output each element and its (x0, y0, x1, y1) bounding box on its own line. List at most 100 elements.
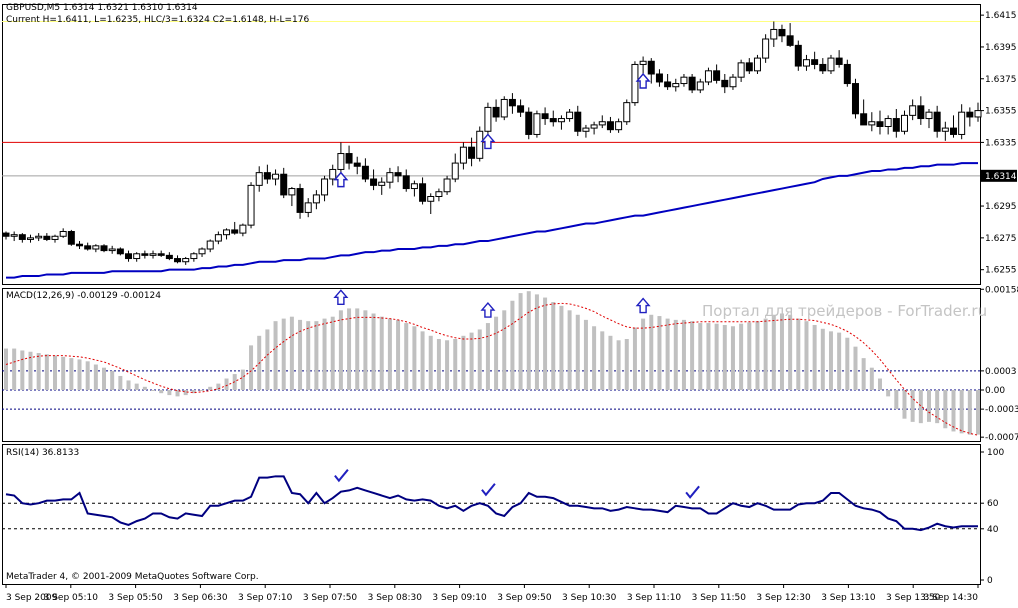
bull-candle-body (827, 57, 835, 72)
macd-label: MACD(12,26,9) -0.00129 -0.00124 (6, 291, 162, 301)
candle (100, 244, 108, 253)
candle (353, 156, 361, 175)
macd-histogram-bar (902, 390, 907, 419)
bull-candle-body (974, 110, 982, 118)
macd-histogram-bar (910, 390, 915, 422)
candle (623, 99, 631, 125)
candle (108, 245, 116, 254)
candle (860, 99, 868, 126)
buy-arrow-icon (480, 133, 496, 150)
bull-candle-body (900, 114, 908, 132)
bear-candle-body (361, 165, 369, 180)
bull-candle-body (214, 234, 222, 242)
macd-histogram-bar (755, 321, 760, 390)
rsi-label: RSI(14) 36.8133 (6, 448, 80, 458)
macd-histogram-bar (289, 316, 294, 390)
bear-candle-body (713, 70, 721, 81)
macd-histogram-bar (151, 390, 156, 391)
macd-histogram-bar (36, 353, 41, 390)
rsi-tick-label: 40 (987, 525, 999, 535)
macd-histogram-bar (338, 310, 343, 390)
macd-histogram-bar (690, 321, 695, 390)
bull-candle-body (533, 113, 541, 135)
bear-candle-body (508, 98, 516, 107)
macd-histogram-bar (812, 324, 817, 390)
macd-histogram-bar (85, 361, 90, 390)
candle (468, 137, 476, 167)
bull-candle-body (590, 124, 598, 129)
candle (288, 186, 296, 207)
candle (655, 69, 663, 87)
macd-histogram-bar (935, 390, 940, 424)
bull-candle-body (304, 202, 312, 213)
candle (966, 107, 974, 127)
bear-candle-body (370, 178, 378, 186)
bull-candle-body (639, 60, 647, 65)
price-tick-label: 1.6255 (985, 266, 1017, 276)
candle (231, 221, 239, 235)
macd-histogram-bar (739, 323, 744, 390)
macd-histogram-bar (518, 293, 523, 390)
symbol-info: GBPUSD,M5 1.6314 1.6321 1.6310 1.6314 (6, 3, 198, 13)
bear-candle-body (647, 60, 655, 75)
macd-histogram-bar (706, 323, 711, 390)
candle (92, 244, 100, 253)
bull-candle-body (753, 57, 761, 72)
price-tick-label: 1.6355 (985, 107, 1017, 117)
candle (263, 164, 271, 184)
bear-candle-body (345, 153, 353, 164)
buy-arrow-icon (333, 171, 349, 188)
macd-histogram-bar (641, 318, 646, 390)
macd-histogram-bar (730, 326, 735, 390)
bull-candle-body (223, 229, 231, 236)
bull-candle-body (451, 162, 459, 180)
macd-histogram-bar (28, 351, 33, 390)
bull-candle-body (443, 178, 451, 193)
macd-histogram-bar (69, 358, 74, 390)
bull-candle-body (557, 118, 565, 123)
macd-tick-label: 0.0003 (985, 367, 1017, 377)
macd-histogram-bar (551, 302, 556, 390)
candle (476, 126, 484, 162)
candle (851, 78, 859, 119)
bull-candle-body (10, 234, 18, 237)
macd-histogram-bar (191, 390, 196, 394)
bull-candle-body (704, 70, 712, 83)
current-price-label: 1.6314 (985, 172, 1017, 182)
macd-histogram-bar (510, 300, 515, 390)
macd-histogram-bar (387, 318, 392, 390)
macd-arrow-icon (333, 289, 349, 306)
bear-candle-body (851, 83, 859, 115)
candle (443, 175, 451, 195)
macd-histogram-bar (200, 390, 205, 391)
bull-candle-body (247, 184, 255, 226)
rsi-tick-label: 60 (987, 499, 999, 509)
candle (770, 21, 778, 47)
bull-candle-body (958, 111, 966, 135)
macd-histogram-bar (600, 331, 605, 390)
bear-candle-body (745, 62, 753, 72)
macd-histogram-bar (4, 348, 8, 390)
check-mark-icon (334, 469, 349, 483)
macd-tick-label: -0.00074 (985, 433, 1018, 443)
time-tick-label: 3 Sep 06:30 (173, 593, 228, 603)
macd-histogram-bar (126, 380, 131, 390)
candle (745, 58, 753, 74)
bear-candle-body (843, 63, 851, 85)
candle (272, 169, 280, 186)
bear-candle-body (100, 245, 108, 252)
macd-histogram-bar (53, 355, 58, 390)
bull-candle-body (239, 224, 247, 234)
candle (2, 231, 10, 240)
moving-average-line (6, 162, 978, 279)
macd-histogram-bar (567, 310, 572, 390)
macd-histogram-bar (894, 390, 899, 410)
candle (378, 177, 386, 195)
bear-candle-body (794, 44, 802, 67)
macd-histogram-bar (461, 335, 466, 390)
candle (615, 118, 623, 133)
macd-arrow-icon (635, 297, 651, 314)
macd-histogram-bar (20, 350, 25, 390)
macd-histogram-bar (494, 316, 499, 390)
candle (280, 167, 288, 199)
